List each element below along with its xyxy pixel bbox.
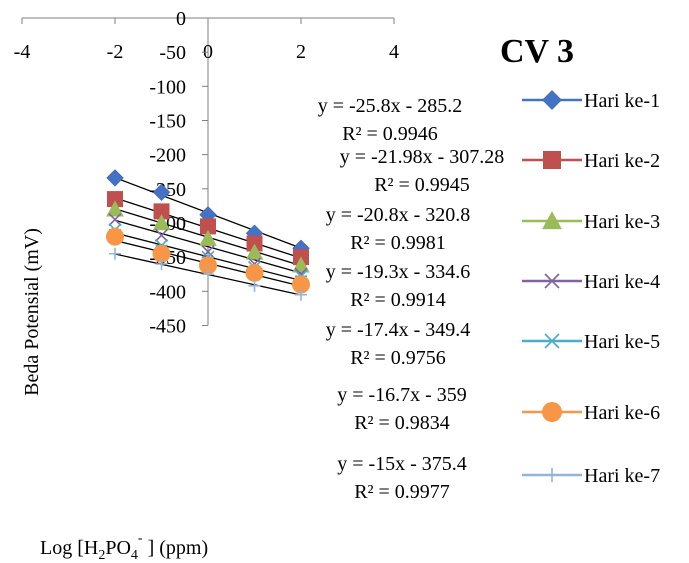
x-axis-label-part: Log [H [40,537,98,559]
r-squared-label: R² = 0.9834 [354,412,450,434]
data-point-marker [202,268,214,281]
r-squared-label: R² = 0.9945 [374,174,470,196]
y-axis-label: Beda Potensial (mV) [21,228,43,396]
x-axis-label-part: PO [105,537,131,559]
y-tick-label: -450 [149,315,186,337]
chart-title: CV 3 [500,33,574,70]
y-tick-label: -50 [159,42,186,64]
data-point-marker [542,90,562,110]
trendline [114,219,302,274]
legend-item: Hari ke-6 [522,402,660,424]
r-squared-label: R² = 0.9977 [354,481,450,503]
y-tick-label: -100 [149,76,186,98]
trendline-equation: y = -21.98x - 307.28 [340,146,505,168]
legend-label: Hari ke-7 [584,465,660,487]
data-point-marker [292,256,310,273]
axes: -4-20240-50-100-150-200-250-300-350-400-… [14,8,399,337]
data-point-marker [542,211,562,230]
x-tick-label: -4 [14,41,31,63]
r-squared-label: R² = 0.9946 [342,123,438,145]
x-axis-label-part: 4 [131,548,138,563]
data-point-marker [544,333,560,349]
legend-item: Hari ke-4 [522,271,660,293]
data-point-marker [106,169,124,187]
y-tick-label: 0 [176,8,186,30]
x-axis-label-part: 2 [98,548,105,563]
trendline-equation: y = -17.4x - 349.4 [326,319,471,341]
data-point-marker [154,228,169,242]
legend-item: Hari ke-5 [522,331,660,353]
legend: Hari ke-1 Hari ke-2 Hari ke-3 Hari ke-4 Hari… [522,90,660,487]
data-point-marker [295,288,307,301]
r-squared-label: R² = 0.9981 [350,232,446,254]
data-point-marker [248,279,261,292]
trendline-equation: y = -16.7x - 359 [337,384,467,406]
data-point-marker [544,273,560,289]
legend-label: Hari ke-5 [584,331,660,353]
data-point-marker [245,243,264,260]
data-point-marker [545,468,559,482]
data-point-marker [543,151,561,169]
x-tick-label: 4 [389,41,399,63]
legend-item: Hari ke-7 [522,465,660,487]
data-point-marker [155,257,168,270]
data-point-marker [199,256,217,275]
x-tick-label: 2 [296,41,306,63]
legend-item: Hari ke-1 [522,90,660,112]
r-squared-label: R² = 0.9914 [350,289,446,311]
legend-label: Hari ke-6 [584,402,660,424]
data-point-marker [152,183,171,201]
trendline-equation: y = -19.3x - 334.6 [326,261,471,283]
data-point-marker [106,227,124,246]
trendline-equation: y = -15x - 375.4 [337,453,467,475]
x-tick-label: -2 [107,41,124,63]
data-point-marker [107,191,123,208]
data-point-marker [199,229,217,246]
data-points [106,169,310,301]
data-point-marker [153,203,170,220]
x-axis-label-part: - [138,531,143,546]
legend-label: Hari ke-1 [584,90,660,112]
y-tick-label: -150 [149,110,186,132]
x-axis-label-part: ] (ppm) [143,537,209,559]
y-tick-label: -400 [149,281,186,303]
data-point-marker [200,218,216,235]
data-point-marker [201,245,215,259]
data-point-marker [109,247,121,260]
trendline-equation: y = -25.8x - 285.2 [318,95,463,117]
y-tick-label: -200 [149,145,186,167]
data-point-marker [152,214,171,231]
legend-label: Hari ke-3 [584,211,660,233]
x-axis-label: Log [H2​PO4​-​ ] (ppm) [40,531,208,563]
legend-item: Hari ke-3 [522,211,660,233]
r-squared-label: R² = 0.9756 [350,347,446,369]
data-point-marker [246,235,263,252]
data-point-marker [108,213,122,227]
legend-label: Hari ke-4 [584,271,660,293]
legend-item: Hari ke-2 [522,150,660,172]
data-point-marker [106,200,124,217]
data-point-marker [292,275,310,294]
legend-label: Hari ke-2 [584,150,660,172]
trendline-equation: y = -20.8x - 320.8 [326,204,471,226]
data-point-marker [542,402,562,422]
data-point-marker [152,244,171,263]
data-point-marker [245,263,264,282]
